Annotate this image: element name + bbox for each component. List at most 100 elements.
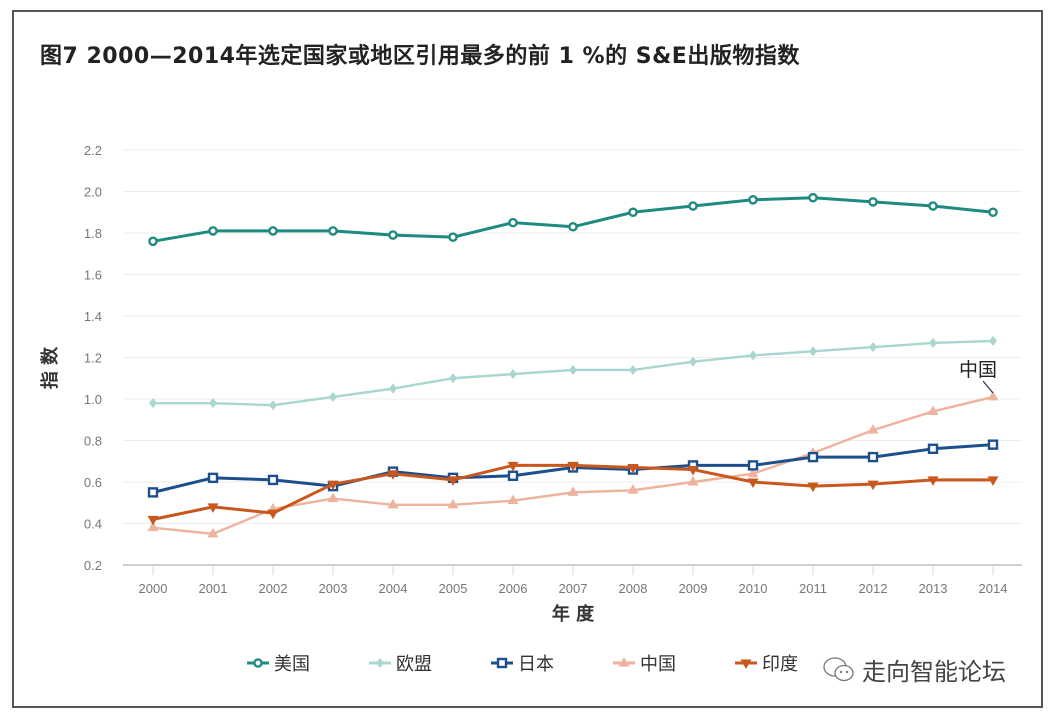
data-point <box>869 342 877 353</box>
data-point <box>147 521 159 532</box>
data-point <box>867 424 879 434</box>
data-point <box>987 390 999 401</box>
legend-label: 印度 <box>762 654 798 675</box>
y-axis-ticks: 0.2 0.4 0.6 0.8 1.0 1.2 1.4 1.6 1.8 2.0 2.2 <box>84 143 102 573</box>
data-point <box>387 470 399 480</box>
x-tick-label: 2003 <box>319 581 348 596</box>
data-point <box>928 201 938 211</box>
watermark-text: 走向智能论坛 <box>862 658 1006 686</box>
series-美国 <box>148 192 998 247</box>
data-point <box>987 439 999 450</box>
x-tick-label: 2010 <box>739 581 768 596</box>
data-point <box>508 217 518 228</box>
data-point <box>747 478 759 488</box>
data-point <box>209 398 217 409</box>
data-point <box>748 194 758 205</box>
x-tick-label: 2004 <box>379 581 408 596</box>
data-point <box>268 226 278 236</box>
data-point <box>447 498 459 509</box>
x-tick-label: 2011 <box>799 581 827 596</box>
data-point <box>208 226 218 236</box>
legend-marker <box>253 658 263 668</box>
legend-item: 美国 <box>246 650 310 676</box>
data-point <box>807 482 819 493</box>
legend-swatch-icon <box>613 657 635 667</box>
gridlines <box>123 149 1022 566</box>
legend-label: 美国 <box>274 654 310 675</box>
x-tick-label: 2006 <box>499 581 528 596</box>
series-印度 <box>147 461 999 526</box>
data-point <box>929 337 937 348</box>
data-point <box>269 400 277 411</box>
data-point <box>448 232 458 242</box>
data-point <box>567 461 579 472</box>
data-point <box>927 476 939 486</box>
watermark: 走向智能论坛 <box>822 652 1006 687</box>
data-point <box>267 509 279 520</box>
data-point <box>688 201 698 211</box>
legend-item: 日本 <box>490 650 554 676</box>
y-tick-label: 0.4 <box>84 517 102 532</box>
legend-item: 中国 <box>612 650 676 676</box>
x-tick-label: 2002 <box>259 581 288 596</box>
data-point <box>207 503 219 513</box>
data-point <box>507 470 519 481</box>
y-tick-label: 1.8 <box>84 226 102 241</box>
data-point <box>629 364 637 375</box>
figure-frame <box>12 10 1043 708</box>
data-point <box>569 364 577 375</box>
data-point <box>328 226 338 236</box>
data-point <box>388 230 398 240</box>
data-point <box>389 383 397 394</box>
data-point <box>507 494 519 505</box>
data-point <box>207 472 219 484</box>
x-axis-label: 年 度 <box>552 603 595 625</box>
data-point <box>567 486 579 496</box>
data-point <box>207 527 219 538</box>
data-point <box>327 492 339 503</box>
data-point <box>747 467 759 478</box>
y-tick-label: 1.0 <box>84 392 102 407</box>
data-point <box>267 474 279 486</box>
legend-swatch-icon <box>491 657 513 669</box>
x-tick-label: 2012 <box>859 581 888 596</box>
legend-label: 日本 <box>518 654 554 675</box>
series-欧盟 <box>149 335 997 411</box>
data-point <box>327 480 339 491</box>
legend-marker <box>376 658 384 668</box>
data-point <box>927 405 939 415</box>
x-tick-label: 2000 <box>139 581 168 596</box>
data-point <box>628 207 638 218</box>
x-tick-label: 2009 <box>679 581 708 596</box>
series-line <box>152 196 994 243</box>
china-annotation-leader <box>982 380 994 394</box>
y-tick-label: 0.8 <box>84 434 102 449</box>
data-point <box>627 463 639 474</box>
data-point <box>867 480 879 491</box>
legend-marker <box>618 657 630 667</box>
legend-marker <box>740 659 752 669</box>
legend-swatch-icon <box>247 658 269 668</box>
data-point <box>568 221 578 232</box>
legend-swatch-icon <box>369 658 391 668</box>
y-tick-label: 0.2 <box>84 558 102 573</box>
data-point <box>749 350 757 361</box>
legend-label: 中国 <box>640 654 676 675</box>
data-point <box>148 236 158 247</box>
data-point <box>808 192 818 203</box>
data-point <box>987 476 999 486</box>
data-point <box>989 335 997 346</box>
data-point <box>449 373 457 384</box>
data-point <box>447 476 459 486</box>
x-tick-label: 2001 <box>199 581 228 596</box>
legend-swatch-icon <box>735 659 757 669</box>
x-tick-label: 2014 <box>979 581 1008 596</box>
data-point <box>147 515 159 526</box>
x-tick-label: 2005 <box>439 581 468 596</box>
legend-item: 印度 <box>734 650 798 676</box>
data-point <box>809 346 817 357</box>
data-point <box>509 369 517 380</box>
y-tick-label: 1.6 <box>84 268 102 283</box>
chart-title: 图7 2000—2014年选定国家或地区引用最多的前 1 %的 S&E出版物指数 <box>40 44 800 69</box>
data-point <box>988 207 998 218</box>
